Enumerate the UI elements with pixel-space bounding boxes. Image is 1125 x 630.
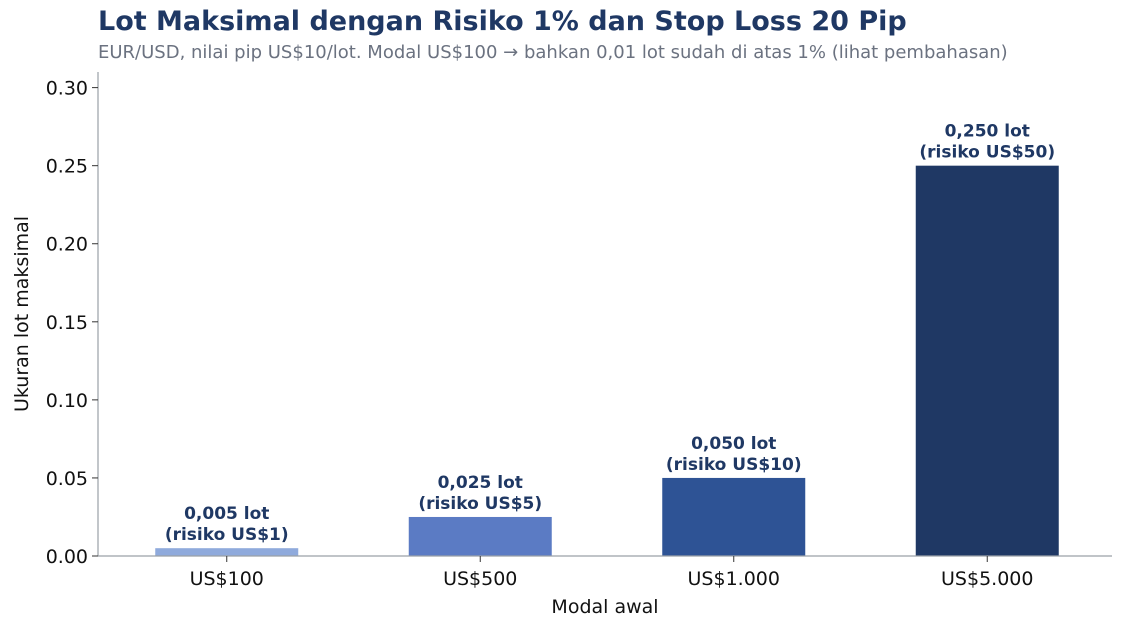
bar <box>662 477 806 556</box>
y-tick-label: 0.00 <box>46 546 88 568</box>
y-axis-title: Ukuran lot maksimal <box>11 216 33 412</box>
bar <box>155 548 299 556</box>
bar <box>915 165 1059 556</box>
y-tick-label: 0.15 <box>46 312 88 334</box>
bar-data-label-risk: (risiko US$5) <box>418 494 542 514</box>
y-tick-label: 0.30 <box>46 78 88 100</box>
x-tick-label: US$1.000 <box>688 568 780 590</box>
bar <box>408 516 552 556</box>
y-ticks: 0.00 0.05 0.10 0.15 0.20 0.25 0.30 <box>46 78 98 568</box>
x-ticks: US$100 US$500 US$1.000 US$5.000 <box>190 556 1033 590</box>
bar-data-label-lot: 0,250 lot <box>945 122 1030 142</box>
bar-data-label-risk: (risiko US$10) <box>666 455 802 475</box>
y-tick-label: 0.10 <box>46 390 88 412</box>
bar-data-label-lot: 0,005 lot <box>184 504 269 524</box>
bar-data-label-risk: (risiko US$50) <box>919 143 1055 163</box>
x-tick-label: US$5.000 <box>941 568 1033 590</box>
axes-layer <box>97 72 1112 557</box>
bar-data-label-risk: (risiko US$1) <box>165 525 289 545</box>
bar-data-label-lot: 0,050 lot <box>691 434 776 454</box>
x-tick-label: US$100 <box>190 568 264 590</box>
y-tick-label: 0.25 <box>46 156 88 178</box>
data-labels-layer: 0,005 lot(risiko US$1)0,025 lot(risiko U… <box>165 122 1055 546</box>
y-tick-label: 0.05 <box>46 468 88 490</box>
chart-title: Lot Maksimal dengan Risiko 1% dan Stop L… <box>98 6 907 37</box>
x-tick-label: US$500 <box>443 568 517 590</box>
bars-layer <box>155 165 1059 556</box>
y-tick-label: 0.20 <box>46 234 88 256</box>
x-axis-title: Modal awal <box>551 596 658 618</box>
chart-subtitle: EUR/USD, nilai pip US$10/lot. Modal US$1… <box>98 42 1008 63</box>
bar-data-label-lot: 0,025 lot <box>438 473 523 493</box>
